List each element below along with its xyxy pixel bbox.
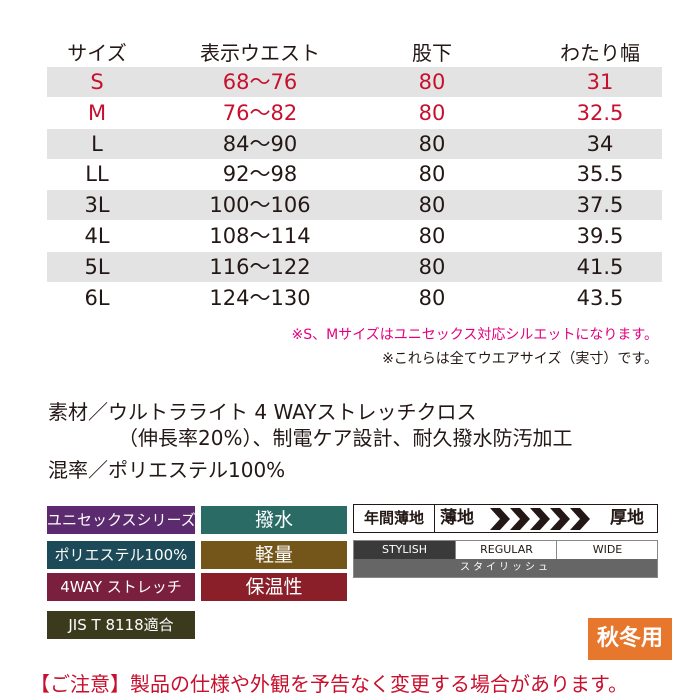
table-cell: 80 <box>418 285 446 310</box>
table-cell: 3L <box>84 193 110 218</box>
table-cell: 80 <box>418 70 446 94</box>
column-header: 股下 <box>412 41 452 65</box>
column-header: 表示ウエスト <box>200 41 320 65</box>
table-cell: 35.5 <box>576 162 624 187</box>
table-cell: S <box>90 70 104 94</box>
feature-tag: 撥水 <box>201 506 347 534</box>
table-cell: 124～130 <box>209 285 311 310</box>
table-cell: 80 <box>418 193 446 218</box>
column-header: サイズ <box>67 41 127 65</box>
table-row: 3L 100～106 80 37.5 <box>47 190 662 221</box>
table-cell: 80 <box>418 131 446 156</box>
note: ※これらは全てウエアサイズ（実寸）です。 <box>382 351 658 367</box>
column-header: わたり幅 <box>560 41 640 65</box>
feature-tag: 保温性 <box>201 573 347 601</box>
table-row: 5L 116～122 80 41.5 <box>47 251 662 282</box>
feature-tag: ポリエステル100% <box>47 541 195 569</box>
table-cell: 4L <box>84 224 110 248</box>
table-cell: 116～122 <box>209 254 311 279</box>
table-cell: 39.5 <box>576 224 624 248</box>
table-cell: LL <box>85 162 109 187</box>
table-row: S 68～76 80 31 <box>47 67 662 97</box>
note: ※S、Mサイズはユニセックス対応シルエットになります。 <box>291 327 658 343</box>
table-cell: 108～114 <box>209 224 311 248</box>
fit-selected: スタイリッシュ <box>354 559 657 577</box>
table-cell: 43.5 <box>576 285 624 310</box>
table-row: LL 92～98 80 35.5 <box>47 159 662 189</box>
feature-tag: JIS T 8118適合 <box>47 611 195 639</box>
table-cell: L <box>91 131 103 156</box>
table-cell: 5L <box>84 254 110 279</box>
table-cell: 37.5 <box>576 193 624 218</box>
thickness-thin: 薄地 <box>440 508 474 528</box>
table-row: 6L 124～130 80 43.5 <box>47 283 662 313</box>
season-badge: 秋冬用 <box>588 618 672 660</box>
table-cell: 6L <box>84 285 110 310</box>
thickness-thick: 厚地 <box>610 508 644 528</box>
material-line: 素材／ウルトラライト 4 WAYストレッチクロス <box>48 400 477 424</box>
fit-option: STYLISH <box>354 541 455 559</box>
feature-tag: 4WAY ストレッチ <box>47 573 195 601</box>
table-cell: 31 <box>586 70 614 94</box>
fit-scale: STYLISH REGULAR WIDE スタイリッシュ <box>353 540 658 578</box>
footer-caution: 【ご注意】製品の仕様や外観を予告なく変更する場合があります。 <box>30 672 628 696</box>
table-cell: 76～82 <box>222 100 298 125</box>
table-cell: M <box>87 100 107 125</box>
thickness-label: 年間薄地 <box>354 505 435 532</box>
feature-tag: ユニセックスシリーズ <box>47 506 196 534</box>
chevrons <box>490 508 590 530</box>
table-cell: 32.5 <box>576 100 624 125</box>
table-cell: 92～98 <box>222 162 298 187</box>
material-line: （伸長率20%）、制電ケア設計、耐久撥水防汚加工 <box>118 426 573 450</box>
table-cell: 100～106 <box>209 193 311 218</box>
table-row: L 84～90 80 34 <box>47 128 662 159</box>
thickness-scale: 年間薄地 薄地 厚地 <box>353 504 658 533</box>
fit-option: WIDE <box>556 541 658 559</box>
table-cell: 80 <box>418 162 446 187</box>
table-cell: 80 <box>418 224 446 248</box>
table-cell: 68～76 <box>222 70 298 94</box>
table-cell: 80 <box>418 254 446 279</box>
fit-option: REGULAR <box>455 541 557 559</box>
table-cell: 84～90 <box>222 131 298 156</box>
table-cell: 41.5 <box>576 254 624 279</box>
table-row: M 76～82 80 32.5 <box>47 98 662 128</box>
table-cell: 80 <box>418 100 446 125</box>
table-row: 4L 108～114 80 39.5 <box>47 221 662 251</box>
table-cell: 34 <box>586 131 614 156</box>
material-line: 混率／ポリエステル100% <box>48 458 286 482</box>
feature-tag: 軽量 <box>201 541 347 569</box>
